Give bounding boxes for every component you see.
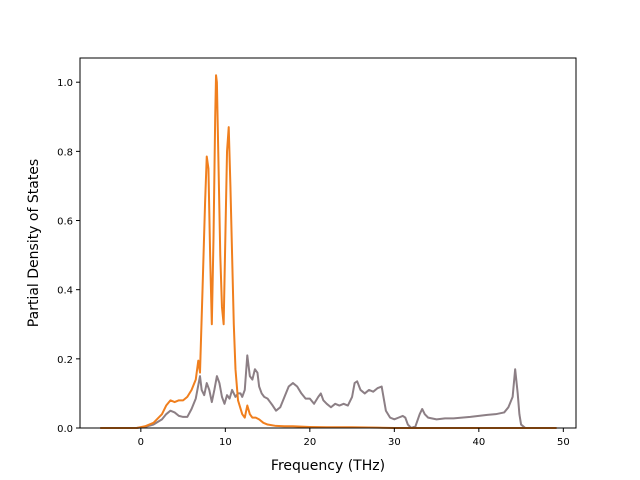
x-tick-label: 20 xyxy=(303,437,316,448)
plot-background xyxy=(80,58,576,428)
y-tick-label: 0.8 xyxy=(57,147,73,158)
y-tick-label: 1.0 xyxy=(57,78,73,89)
y-tick-label: 0.0 xyxy=(57,424,73,435)
x-tick-label: 10 xyxy=(219,437,232,448)
x-tick-label: 50 xyxy=(557,437,570,448)
y-axis-label: Partial Density of States xyxy=(26,159,42,327)
x-tick-label: 30 xyxy=(388,437,401,448)
y-tick-label: 0.4 xyxy=(57,286,73,297)
y-axis-ticks: 0.0 0.2 0.4 0.6 0.8 1.0 xyxy=(57,78,80,435)
x-tick-label: 0 xyxy=(138,437,144,448)
y-tick-label: 0.6 xyxy=(57,217,73,228)
y-tick-label: 0.2 xyxy=(57,355,73,366)
series-line-2 xyxy=(100,74,557,429)
plot-frame xyxy=(79,57,577,429)
series-line-1 xyxy=(100,354,557,429)
x-tick-label: 40 xyxy=(472,437,485,448)
series-layer xyxy=(100,74,557,429)
x-axis-label: Frequency (THz) xyxy=(271,458,385,474)
x-axis-ticks: 0 10 20 30 40 50 xyxy=(138,428,570,448)
